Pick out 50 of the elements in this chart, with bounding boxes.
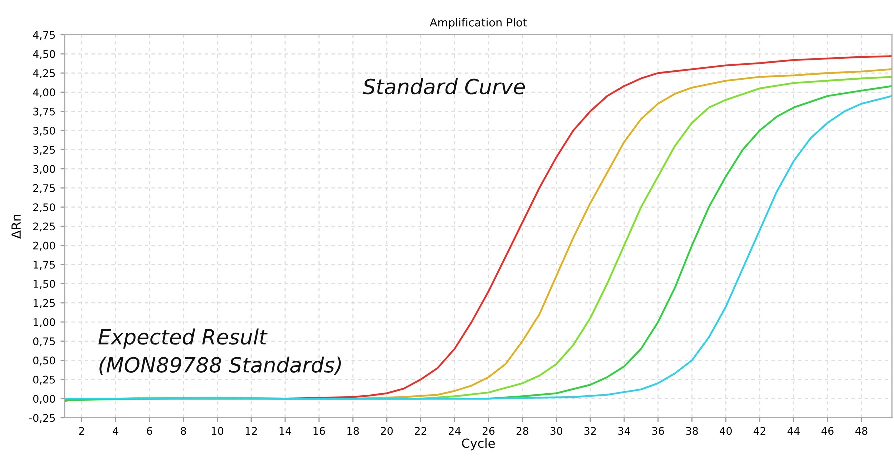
y-tick-label: 0,50 — [33, 356, 56, 366]
x-tick-label: 18 — [348, 427, 360, 436]
x-tick-label: 48 — [856, 427, 868, 436]
chart-title: Amplification Plot — [430, 18, 528, 29]
x-tick-label: 42 — [754, 427, 766, 435]
y-tick-label: 1,50 — [34, 280, 56, 290]
x-tick-label: 34 — [618, 427, 630, 436]
x-tick-label: 40 — [720, 427, 732, 436]
y-tick-label: 1,25 — [34, 299, 56, 308]
x-tick-label: 38 — [686, 427, 698, 436]
y-tick-label: 2,50 — [34, 204, 56, 213]
x-tick-label: 26 — [482, 427, 495, 436]
x-tick-label: 44 — [788, 427, 800, 435]
y-tick-label: 4,25 — [33, 70, 56, 78]
y-tick-label: 2,25 — [34, 222, 56, 232]
x-tick-label: 46 — [822, 427, 834, 436]
y-tick-label: 4,50 — [33, 50, 56, 60]
x-tick-label: 28 — [516, 427, 529, 436]
y-tick-label: 3,75 — [34, 108, 56, 117]
x-tick-label: 8 — [181, 427, 186, 436]
y-tick-label: 2,00 — [34, 242, 56, 251]
x-tick-label: 10 — [212, 427, 224, 436]
y-tick-label: 0,00 — [33, 395, 56, 404]
x-tick-label: 12 — [246, 427, 258, 435]
y-tick-label: 1,75 — [34, 261, 56, 270]
x-axis-title: Cycle — [462, 438, 496, 451]
x-tick-label: 4 — [113, 427, 119, 435]
y-tick-label: 2,75 — [34, 184, 56, 194]
x-tick-label: 32 — [584, 427, 596, 436]
x-tick-label: 16 — [314, 427, 326, 436]
x-tick-label: 30 — [550, 427, 563, 436]
y-tick-label: 3,25 — [34, 146, 56, 156]
y-axis-title: ΔRn — [12, 214, 21, 239]
annotation: Standard Curve — [362, 78, 526, 95]
x-tick-label: 36 — [652, 427, 664, 436]
y-tick-label: 3,00 — [34, 165, 56, 174]
x-tick-label: 24 — [449, 427, 461, 435]
y-tick-label: 1,00 — [34, 318, 56, 328]
x-tick-label: 20 — [381, 427, 394, 436]
y-tick-label: -0,25 — [30, 414, 56, 424]
x-tick-label: 6 — [147, 427, 152, 436]
x-tick-label: 22 — [415, 427, 427, 435]
y-tick-label: 4,75 — [33, 31, 56, 40]
x-tick-label: 14 — [280, 427, 292, 435]
y-tick-label: 4,00 — [33, 88, 56, 98]
y-tick-label: 3,50 — [34, 126, 56, 136]
y-tick-label: 0,75 — [33, 338, 56, 347]
annotation: Expected Result (MON89788 Standards) — [98, 328, 342, 376]
x-tick-label: 2 — [79, 427, 84, 435]
y-tick-label: 0,25 — [33, 376, 56, 385]
